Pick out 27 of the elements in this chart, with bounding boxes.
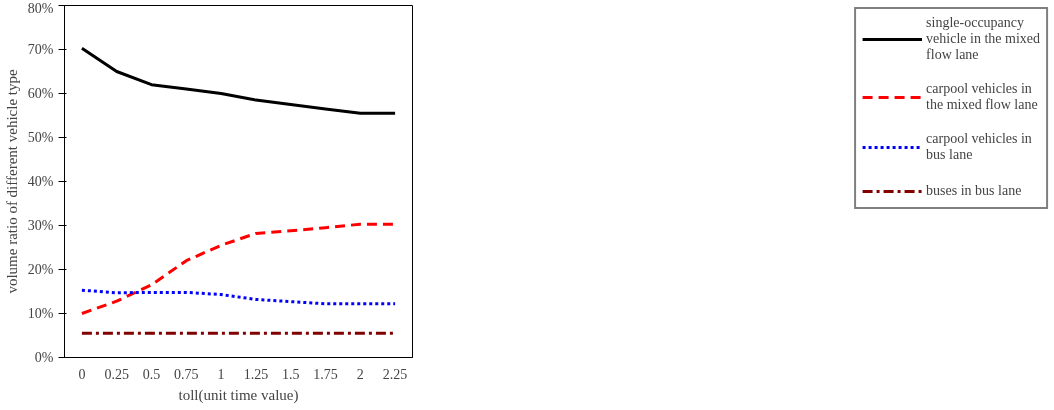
- x-tick-label: 0: [78, 366, 86, 382]
- x-tick-label: 0.25: [104, 366, 129, 382]
- x-tick-label: 2: [356, 366, 364, 382]
- x-tick-label: 2.25: [382, 366, 408, 382]
- y-tick-label: 40%: [27, 174, 54, 189]
- legend-label: single-occupancy vehicle in the mixed flow lane: [926, 15, 1040, 63]
- y-tick-label: 20%: [27, 262, 54, 277]
- y-tick-label: 50%: [27, 130, 54, 145]
- y-tick-label: 80%: [27, 0, 54, 16]
- y-tick-label: 10%: [27, 306, 54, 321]
- legend-label: buses in bus lane: [926, 183, 1022, 199]
- y-axis-title: volume ratio of different vehicle type: [3, 69, 20, 294]
- x-tick-label: 1.25: [243, 366, 269, 382]
- x-axis-title: toll(unit time value): [178, 386, 299, 404]
- x-tick-label: 0.5: [142, 366, 161, 382]
- x-tick-label: 0.75: [174, 366, 199, 382]
- y-tick-label: 0%: [34, 350, 54, 365]
- line-series: [80, 46, 397, 115]
- legend-label: carpool vehicles in bus lane: [926, 131, 1032, 163]
- x-tick-label: 1.75: [313, 366, 338, 382]
- y-tick-label: 60%: [27, 86, 54, 101]
- x-tick-label: 1.5: [281, 366, 300, 382]
- y-tick-label: 30%: [27, 218, 54, 233]
- y-tick-label: 70%: [27, 42, 54, 57]
- line-series: [80, 288, 397, 306]
- legend-label: carpool vehicles in the mixed flow lane: [926, 81, 1038, 113]
- x-tick-label: 1: [217, 366, 225, 382]
